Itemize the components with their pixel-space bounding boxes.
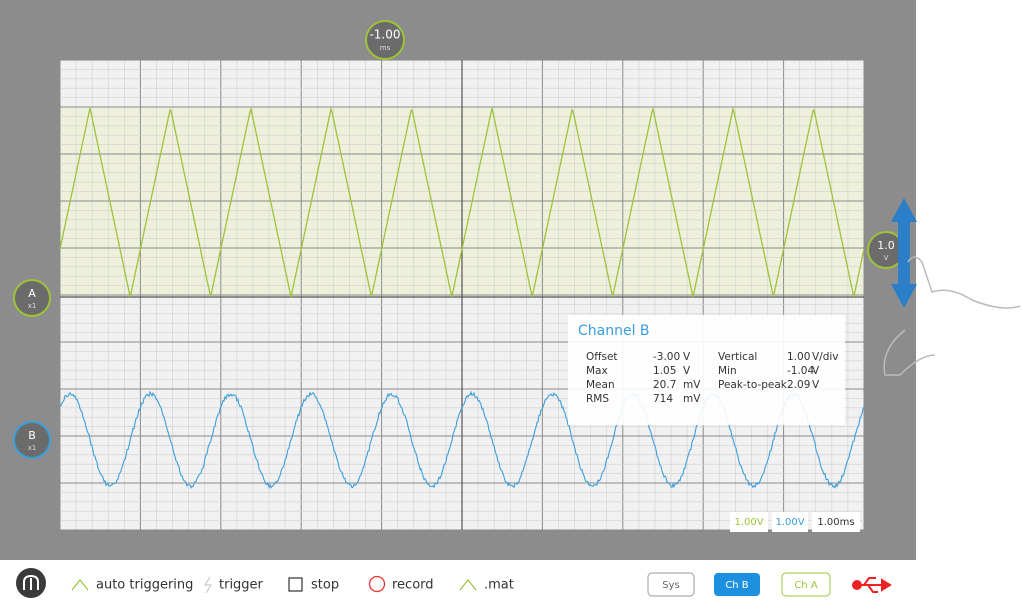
toolbar-item[interactable]: stop [311,578,339,593]
scale-badge-b: 1.00V [775,517,804,528]
toolbar-item[interactable]: record [392,578,434,593]
channel-b-scale: x1 [28,444,37,452]
toolbar-item[interactable]: auto triggering [96,578,193,593]
info-cell: 1.05 [653,365,676,377]
offset-marker-unit: V [884,254,889,262]
time-marker-unit: ms [380,44,391,52]
time-marker-value: -1.00 [369,28,400,42]
info-cell: RMS [586,393,609,405]
button-label: Ch A [794,580,817,591]
info-cell: Min [718,365,737,377]
info-cell: V/div [812,351,839,363]
info-cell: V [683,365,691,377]
oscilloscope-screen: Channel B Offset-3.00VVertical1.00V/divM… [0,0,1022,600]
info-cell: -1.04 [787,365,814,377]
info-cell: Peak-to-peak [718,379,788,391]
channel-a-label: A [28,287,36,300]
channel-b-label: B [28,429,36,442]
info-cell: mV [683,393,701,405]
toolbar-item[interactable]: trigger [219,578,264,593]
channel-a-scale: x1 [28,302,37,310]
info-cell: 1.00 [787,351,810,363]
info-cell: V [683,351,691,363]
offset-marker-value: 1.0 [877,239,895,252]
info-cell: V [812,379,820,391]
info-cell: 20.7 [653,379,676,391]
scale-badge-time: 1.00ms [817,517,854,528]
info-title: Channel B [578,323,650,339]
info-cell: Offset [586,351,618,363]
info-cell: Mean [586,379,615,391]
toolbar-item[interactable]: .mat [484,578,514,593]
button-label: Sys [662,580,679,591]
info-cell: mV [683,379,701,391]
info-cell: Vertical [718,351,757,363]
info-cell: 714 [653,393,673,405]
info-cell: V [812,365,820,377]
scale-badge-a: 1.00V [734,517,763,528]
button-label: Ch B [725,580,748,591]
info-cell: Max [586,365,608,377]
info-cell: -3.00 [653,351,680,363]
info-cell: 2.09 [787,379,810,391]
